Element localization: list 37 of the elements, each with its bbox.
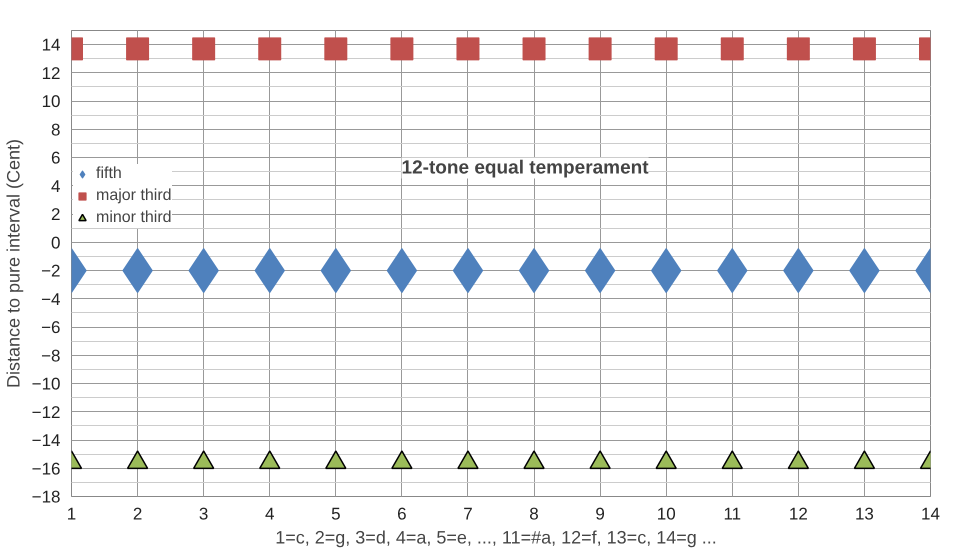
y-tick-label: 8 (51, 120, 61, 140)
y-tick-label: 10 (42, 92, 61, 112)
x-tick-label: 10 (656, 504, 676, 524)
x-tick-label: 3 (198, 504, 208, 524)
x-tick-label: 2 (132, 504, 142, 524)
y-tick-label: −14 (32, 431, 61, 450)
x-axis-title: 1=c, 2=g, 3=d, 4=a, 5=e, ..., 11=#a, 12=f, 13=c, 14=g ... (275, 528, 717, 548)
legend-label: minor third (96, 209, 172, 227)
x-tick-label: 8 (529, 504, 539, 524)
x-tick-label: 14 (921, 504, 940, 524)
y-tick-label: −18 (32, 488, 61, 506)
y-tick-label: −10 (32, 374, 61, 394)
x-tick-label: 5 (331, 504, 341, 524)
y-tick-label: −4 (41, 290, 61, 309)
y-tick-label: 14 (42, 36, 61, 55)
y-tick-label: 2 (51, 205, 61, 224)
y-tick-label: −12 (32, 402, 61, 422)
y-tick-label: −8 (41, 346, 61, 366)
x-tick-label: 6 (397, 504, 407, 524)
y-tick-label: 6 (51, 148, 61, 168)
x-tick-label: 13 (854, 504, 874, 524)
x-tick-label: 7 (463, 504, 473, 524)
x-tick-label: 11 (723, 504, 742, 524)
y-tick-label: 0 (51, 233, 61, 252)
y-tick-label: −16 (32, 459, 61, 478)
annotation: 12-tone equal temperament (402, 158, 650, 178)
x-tick-label: 12 (788, 504, 808, 524)
y-tick-label: −6 (41, 318, 61, 338)
legend-label: major third (96, 187, 172, 205)
y-tick-label: 4 (51, 176, 61, 196)
x-tick-label: 4 (265, 504, 274, 524)
x-tick-label: 1 (66, 504, 76, 524)
x-tick-label: 9 (595, 504, 605, 524)
y-tick-label: 12 (42, 64, 61, 83)
legend-label: fifth (96, 165, 122, 183)
y-axis-title: Distance to pure interval (Cent) (4, 138, 24, 388)
y-tick-label: −2 (41, 262, 61, 281)
